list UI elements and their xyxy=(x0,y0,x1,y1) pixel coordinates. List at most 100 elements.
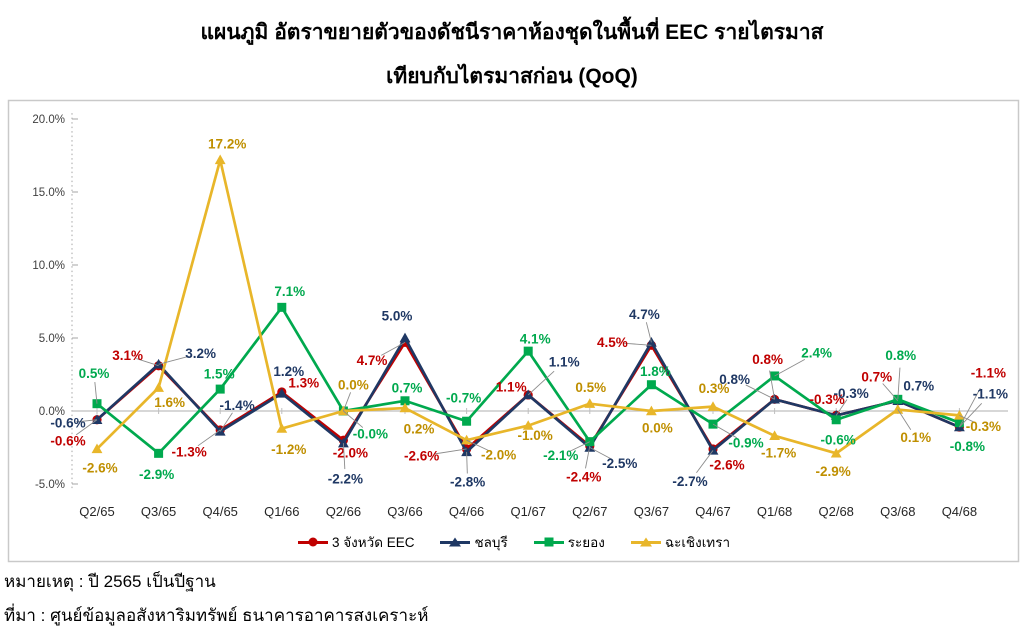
data-label: -1.3% xyxy=(172,444,207,459)
chart-title-line2: เทียบกับไตรมาสก่อน (QoQ) xyxy=(386,65,638,88)
data-label: 5.0% xyxy=(382,309,413,324)
data-label: 0.3% xyxy=(699,381,730,396)
data-point-marker-square xyxy=(646,380,656,390)
label-leader-line xyxy=(136,358,159,367)
label-leader-line xyxy=(959,387,981,428)
data-label: 0.7% xyxy=(861,369,892,384)
x-tick-label: Q4/68 xyxy=(942,504,977,519)
label-leader-line xyxy=(342,443,346,470)
legend-label: ชลบุรี xyxy=(474,535,508,550)
label-leader-line xyxy=(959,402,983,428)
data-point-marker-triangle xyxy=(646,405,657,416)
label-leader-line xyxy=(342,392,352,412)
y-tick-label: 15.0% xyxy=(32,187,65,199)
data-label: 3.2% xyxy=(185,346,216,361)
x-tick-label: Q4/66 xyxy=(449,504,484,519)
data-label: 0.1% xyxy=(900,430,931,445)
x-tick-label: Q2/65 xyxy=(79,504,114,519)
y-tick-label: 10.0% xyxy=(32,260,65,272)
data-label: -0.6% xyxy=(50,433,85,448)
data-point-marker-triangle xyxy=(461,434,472,445)
label-leader-line xyxy=(959,414,977,424)
label-leader-line xyxy=(623,342,652,346)
data-label: -0.0% xyxy=(353,427,388,442)
label-leader-line xyxy=(835,399,848,416)
data-point-marker-square xyxy=(400,396,410,406)
data-point-marker-triangle xyxy=(707,445,719,455)
data-label: -2.6% xyxy=(709,457,744,472)
data-label: -1.1% xyxy=(971,366,1006,381)
legend-line xyxy=(297,537,328,547)
label-leader-line xyxy=(466,439,490,452)
data-label: -0.9% xyxy=(728,436,763,451)
data-label: 0.2% xyxy=(404,422,435,437)
x-tick-label: Q4/67 xyxy=(695,504,730,519)
data-label: -0.3% xyxy=(810,392,845,407)
data-label: 0.0% xyxy=(642,421,673,436)
data-point-marker-triangle xyxy=(153,382,164,392)
y-tick-label: -5.0% xyxy=(35,479,65,491)
label-leader-line xyxy=(197,429,221,447)
data-label: 1.1% xyxy=(549,354,580,369)
data-label: -2.0% xyxy=(481,448,516,463)
data-label: -1.4% xyxy=(220,398,255,413)
legend-marker-square-icon xyxy=(544,537,554,547)
data-label: 0.8% xyxy=(752,352,783,367)
data-point-marker-square xyxy=(277,302,287,312)
y-tick-label: 0.0% xyxy=(39,406,65,418)
label-leader-line xyxy=(745,384,775,400)
chart-title-line1: แผนภูมิ อัตราขยายตัวของดัชนีราคาห้องชุดใ… xyxy=(200,21,824,44)
label-leader-line xyxy=(769,370,776,400)
chart-note: หมายเหตุ : ปี 2565 เป็นปีฐาน xyxy=(4,572,216,591)
data-label: -2.6% xyxy=(82,460,117,475)
label-leader-line xyxy=(774,359,806,377)
data-point-marker-triangle xyxy=(584,398,596,408)
data-label: -2.0% xyxy=(333,446,368,461)
data-point-marker-triangle xyxy=(461,446,472,457)
y-tick-label: 20.0% xyxy=(32,114,65,126)
data-label: 3.1% xyxy=(112,348,143,363)
label-leader-line xyxy=(568,441,590,453)
data-point-marker-triangle xyxy=(399,332,411,343)
label-leader-line xyxy=(466,451,468,474)
data-label: -0.3% xyxy=(966,419,1001,434)
data-label: 17.2% xyxy=(208,136,246,151)
data-point-marker-triangle xyxy=(276,423,288,433)
x-tick-label: Q3/67 xyxy=(634,504,669,519)
data-label: -1.2% xyxy=(271,442,306,457)
label-leader-line xyxy=(589,447,612,460)
label-leader-line xyxy=(882,383,899,402)
data-label: -0.6% xyxy=(50,415,85,430)
data-label: -1.1% xyxy=(973,387,1008,402)
legend-item-3: ฉะเชิงเทรา xyxy=(630,531,730,553)
data-point-marker-triangle xyxy=(399,402,411,413)
data-label: -2.9% xyxy=(816,464,851,479)
label-leader-line xyxy=(75,419,98,436)
label-leader-line xyxy=(645,322,652,343)
legend-line xyxy=(440,537,471,547)
data-label: 1.8% xyxy=(640,364,671,379)
data-point-marker-square xyxy=(831,415,841,425)
data-label: -2.2% xyxy=(328,472,363,487)
data-label: -2.8% xyxy=(450,474,485,489)
data-label: 1.1% xyxy=(496,379,527,394)
label-leader-line xyxy=(94,382,98,404)
data-label: -2.6% xyxy=(404,448,439,463)
legend-marker-circle-icon xyxy=(308,537,318,547)
chart-source: ที่มา : ศูนย์ข้อมูลอสังหาริมทรัพย์ ธนาคา… xyxy=(4,606,429,625)
label-leader-line xyxy=(158,355,189,365)
data-point-marker-triangle xyxy=(707,401,719,411)
data-point-marker-triangle xyxy=(276,388,288,398)
data-label: 0.7% xyxy=(903,378,934,393)
legend-label: 3 จังหวัด EEC xyxy=(331,535,415,550)
data-label: 4.5% xyxy=(597,335,628,350)
legend-item-2: ระยอง xyxy=(533,531,605,553)
x-tick-label: Q1/66 xyxy=(264,504,299,519)
x-tick-label: Q2/67 xyxy=(572,504,607,519)
data-label: 1.5% xyxy=(204,367,235,382)
data-label: 4.1% xyxy=(520,332,551,347)
data-point-marker-square xyxy=(462,416,472,426)
x-tick-label: Q3/66 xyxy=(387,504,422,519)
data-label: 1.2% xyxy=(273,364,304,379)
